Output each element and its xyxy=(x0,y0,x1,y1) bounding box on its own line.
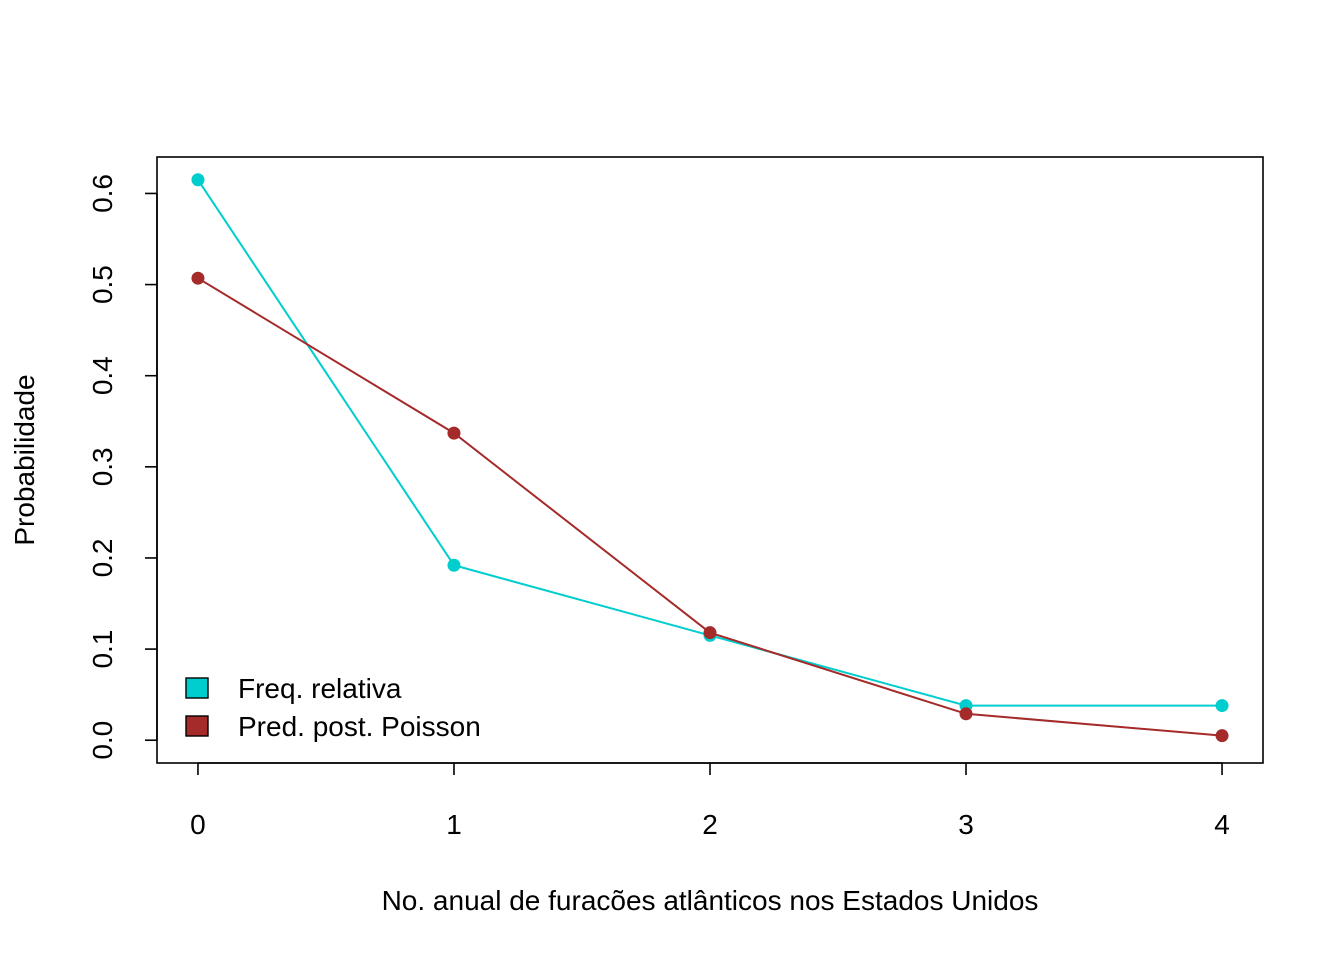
data-point xyxy=(447,558,461,572)
legend-label: Freq. relativa xyxy=(238,673,402,704)
legend: Freq. relativa Pred. post. Poisson xyxy=(185,673,481,742)
legend-swatch xyxy=(185,715,209,737)
data-point xyxy=(447,426,461,440)
data-point xyxy=(959,707,973,721)
data-point xyxy=(1215,699,1229,713)
series-line xyxy=(197,277,1223,737)
y-tick-label: 0.4 xyxy=(87,356,118,395)
data-point xyxy=(703,626,717,640)
data-point xyxy=(191,271,205,285)
x-axis-label: No. anual de furacões atlânticos nos Est… xyxy=(382,885,1039,916)
series-1 xyxy=(191,271,1229,743)
y-tick-label: 0.0 xyxy=(87,721,118,760)
legend-label: Pred. post. Poisson xyxy=(238,711,481,742)
y-tick-label: 0.6 xyxy=(87,174,118,213)
y-tick-label: 0.5 xyxy=(87,265,118,304)
y-tick-label: 0.1 xyxy=(87,630,118,669)
y-axis: 0.0 0.1 0.2 0.3 0.4 0.5 0.6 xyxy=(87,174,158,760)
series-layer xyxy=(191,173,1229,743)
x-tick-label: 1 xyxy=(446,809,462,840)
x-tick-label: 0 xyxy=(190,809,206,840)
y-axis-label: Probabilidade xyxy=(9,374,40,545)
legend-swatch xyxy=(185,677,209,699)
y-tick-label: 0.3 xyxy=(87,447,118,486)
y-tick-label: 0.2 xyxy=(87,538,118,577)
x-tick-label: 4 xyxy=(1214,809,1230,840)
data-point xyxy=(191,173,205,187)
x-tick-label: 3 xyxy=(958,809,974,840)
x-tick-label: 2 xyxy=(702,809,718,840)
x-axis: 0 1 2 3 4 xyxy=(190,762,1230,840)
data-point xyxy=(1215,729,1229,743)
